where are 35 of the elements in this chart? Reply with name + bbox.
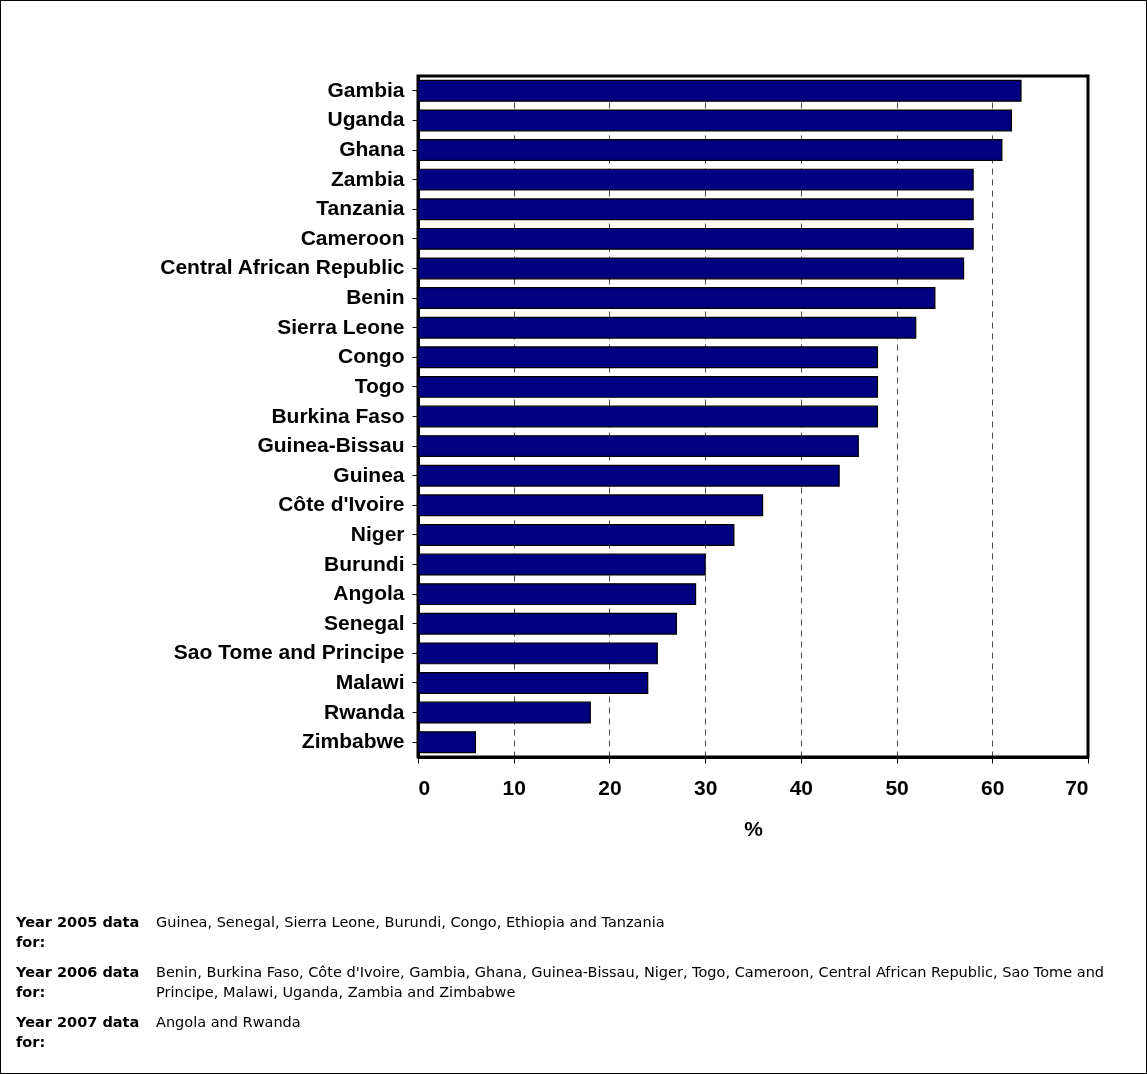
y-tick-label: Burundi — [324, 551, 405, 575]
y-tick-label: Zambia — [330, 166, 405, 190]
y-tick-label: Côte d'Ivoire — [278, 492, 405, 516]
y-tick-label: Burkina Faso — [271, 403, 405, 427]
x-tick-label: 20 — [598, 775, 622, 799]
x-tick-label: 0 — [418, 775, 431, 799]
y-tick-label: Guinea-Bissau — [257, 433, 405, 457]
y-tick-label: Togo — [354, 373, 405, 397]
y-tick-label: Zimbabwe — [301, 729, 405, 753]
y-tick-label: Rwanda — [323, 699, 405, 723]
y-tick-label: Ghana — [339, 137, 405, 161]
y-tick-label: Niger — [350, 521, 405, 545]
y-tick-label: Sierra Leone — [277, 314, 405, 338]
y-tick-label: Cameroon — [300, 225, 405, 249]
x-tick-label: 10 — [502, 775, 526, 799]
x-tick-label: 40 — [789, 775, 814, 799]
y-tick-label: Gambia — [327, 77, 405, 101]
text: Year 2007 data for: Angola and Rwanda — [16, 1014, 301, 1050]
y-tick-label: Central African Republic — [160, 255, 405, 279]
x-tick-label: 30 — [693, 775, 718, 799]
text: Year 2006 data for: Benin, Burkina Faso, Côte d'Ivoire, Gambia, Ghana, Guinea-Bissau, Niger, Togo, Cameroon, Central African Republic, Sao Tome and Principe, Malawi, Uganda, Zambia and Zimbabwe — [16, 964, 1105, 1000]
x-axis-title: % — [744, 816, 764, 840]
x-tick-label: 70 — [1065, 775, 1089, 799]
y-tick-label: Angola — [333, 581, 405, 605]
y-tick-label: Senegal — [323, 610, 405, 634]
y-tick-label: Malawi — [335, 669, 405, 693]
y-tick-label: Sao Tome and Principe — [173, 640, 405, 664]
y-tick-label: Tanzania — [316, 196, 405, 220]
y-tick-label: Benin — [346, 285, 405, 309]
x-tick-label: 60 — [981, 775, 1005, 799]
y-tick-label: Guinea — [333, 462, 405, 486]
y-tick-label: Uganda — [327, 107, 405, 131]
y-tick-label: Congo — [338, 344, 405, 368]
text: Year 2005 data for: Guinea, Senegal, Sierra Leone, Burundi, Congo, Ethiopia and Tanzania — [16, 914, 665, 950]
x-tick-label: 50 — [885, 775, 909, 799]
